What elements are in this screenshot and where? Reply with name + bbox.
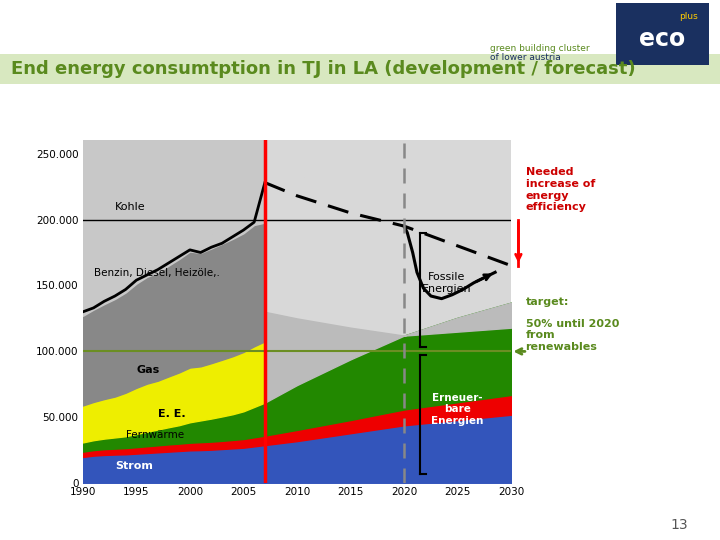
- Text: green building cluster: green building cluster: [490, 44, 589, 53]
- Text: Benzin, Diesel, Heizöle,.: Benzin, Diesel, Heizöle,.: [94, 268, 220, 278]
- Text: 50% until 2020
from
renewables: 50% until 2020 from renewables: [526, 319, 619, 352]
- Text: Fossile
Energien: Fossile Energien: [422, 272, 472, 294]
- Bar: [265, 140, 511, 483]
- Text: target:: target:: [526, 297, 569, 307]
- Text: Needed
increase of
energy
efficiency: Needed increase of energy efficiency: [526, 167, 595, 212]
- Text: E. E.: E. E.: [158, 409, 185, 420]
- Text: End energy consumtption in TJ in LA (development / forecast): End energy consumtption in TJ in LA (dev…: [11, 59, 636, 78]
- Text: eco: eco: [639, 26, 685, 51]
- Text: 13: 13: [670, 518, 688, 532]
- Text: plus: plus: [679, 12, 698, 21]
- Text: Strom: Strom: [115, 461, 153, 471]
- Text: of lower austria: of lower austria: [490, 53, 560, 62]
- Text: Fernwärme: Fernwärme: [126, 430, 184, 441]
- Text: Erneuer-
bare
Energien: Erneuer- bare Energien: [431, 393, 484, 426]
- Text: Kohle: Kohle: [115, 202, 145, 212]
- Text: Gas: Gas: [136, 364, 160, 375]
